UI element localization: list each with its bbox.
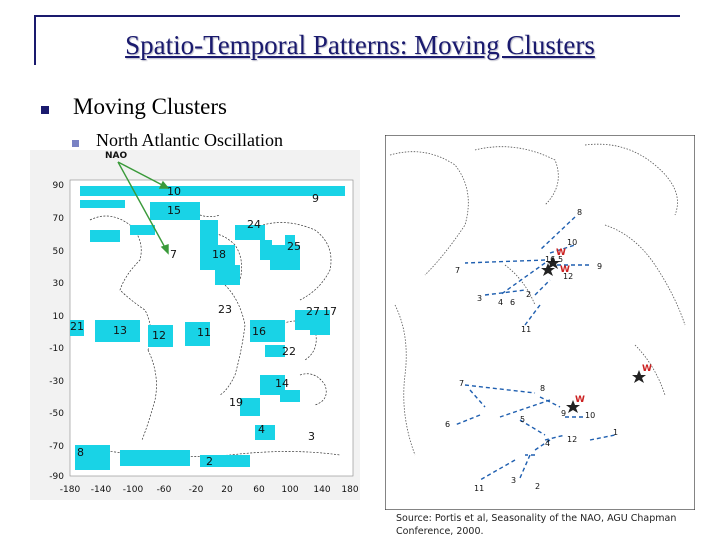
cluster-number-labels: 10 9 15 24 7 18 25 23 21 13 12 11 16 27 … <box>70 185 337 468</box>
svg-text:3: 3 <box>511 476 516 485</box>
svg-text:7: 7 <box>459 379 464 388</box>
svg-text:8: 8 <box>77 446 84 459</box>
svg-text:-100: -100 <box>123 485 144 495</box>
nao-label: NAO <box>105 151 127 161</box>
frame-top-line <box>34 15 680 17</box>
caption-line-2: Conference, 2000. <box>396 526 484 537</box>
lower-trajectory-labels: 7 8 5 9 10 6 4 12 1 3 2 11 <box>445 379 618 493</box>
svg-text:4: 4 <box>545 439 550 448</box>
svg-text:50: 50 <box>53 247 65 257</box>
svg-text:10: 10 <box>53 312 65 322</box>
svg-text:16: 16 <box>252 325 266 338</box>
svg-text:4: 4 <box>498 298 503 307</box>
svg-text:11: 11 <box>197 326 211 339</box>
svg-text:22: 22 <box>282 345 296 358</box>
svg-text:9: 9 <box>561 409 566 418</box>
svg-text:-90: -90 <box>49 472 64 482</box>
svg-text:-70: -70 <box>49 442 64 452</box>
svg-text:W: W <box>556 248 566 258</box>
svg-text:-180: -180 <box>60 485 81 495</box>
bullet-moving-clusters: Moving Clusters <box>73 94 227 119</box>
svg-text:25: 25 <box>287 240 301 253</box>
star-markers <box>541 256 646 413</box>
svg-text:140: 140 <box>313 485 330 495</box>
svg-text:100: 100 <box>281 485 298 495</box>
svg-text:18: 18 <box>212 248 226 261</box>
svg-text:27: 27 <box>306 305 320 318</box>
upper-trajectory-labels: 8 10 16 5 7 12 9 3 4 6 2 11 <box>455 208 602 334</box>
svg-text:11: 11 <box>521 325 531 334</box>
svg-text:2: 2 <box>206 455 213 468</box>
svg-text:8: 8 <box>540 384 545 393</box>
north-atlantic-trajectory-map: 8 10 16 5 7 12 9 3 4 6 2 11 W W W W 7 8 … <box>385 135 695 510</box>
svg-text:15: 15 <box>167 204 181 217</box>
svg-text:13: 13 <box>113 324 127 337</box>
svg-text:60: 60 <box>253 485 265 495</box>
svg-text:12: 12 <box>563 272 573 281</box>
svg-text:9: 9 <box>312 192 319 205</box>
svg-text:10: 10 <box>167 185 181 198</box>
svg-text:8: 8 <box>577 208 582 217</box>
svg-text:11: 11 <box>474 484 484 493</box>
svg-text:180: 180 <box>341 485 358 495</box>
svg-text:7: 7 <box>455 266 460 275</box>
svg-text:4: 4 <box>258 423 265 436</box>
svg-text:1: 1 <box>613 428 618 437</box>
svg-text:10: 10 <box>567 238 577 247</box>
frame-left-line <box>34 15 36 65</box>
svg-text:-10: -10 <box>49 344 64 354</box>
source-caption: Source: Portis et al, Seasonality of the… <box>396 512 696 538</box>
svg-text:17: 17 <box>323 305 337 318</box>
svg-text:24: 24 <box>247 218 261 231</box>
svg-text:2: 2 <box>526 290 531 299</box>
cluster-patches <box>70 186 345 470</box>
bullet-square-icon <box>41 106 49 114</box>
svg-text:6: 6 <box>510 298 515 307</box>
svg-text:21: 21 <box>70 320 84 333</box>
svg-text:70: 70 <box>53 214 65 224</box>
slide-title: Spatio-Temporal Patterns: Moving Cluster… <box>125 30 595 60</box>
svg-text:30: 30 <box>53 279 65 289</box>
svg-text:16: 16 <box>545 255 555 264</box>
svg-text:W: W <box>560 265 570 275</box>
svg-text:23: 23 <box>218 303 232 316</box>
y-axis-ticks: 90 70 50 30 10 -10 -30 -50 -70 -90 <box>49 181 64 482</box>
svg-text:-20: -20 <box>189 485 204 495</box>
svg-text:W: W <box>575 395 585 405</box>
svg-text:20: 20 <box>221 485 233 495</box>
w-markers: W W W W <box>556 248 652 405</box>
svg-text:2: 2 <box>535 482 540 491</box>
svg-text:10: 10 <box>585 411 595 420</box>
x-axis-ticks: -180 -140 -100 -60 -20 20 60 100 140 180 <box>60 485 359 495</box>
svg-text:7: 7 <box>170 248 177 261</box>
svg-text:3: 3 <box>308 430 315 443</box>
svg-text:-50: -50 <box>49 409 64 419</box>
svg-text:14: 14 <box>275 377 289 390</box>
svg-text:12: 12 <box>567 435 577 444</box>
svg-text:19: 19 <box>229 396 243 409</box>
svg-text:W: W <box>642 364 652 374</box>
svg-text:90: 90 <box>53 181 65 191</box>
svg-text:5: 5 <box>520 415 525 424</box>
world-cluster-map: NAO 10 9 15 24 7 18 25 23 21 13 12 11 16… <box>30 150 360 500</box>
svg-text:12: 12 <box>152 329 166 342</box>
svg-text:6: 6 <box>445 420 450 429</box>
bullet-north-atlantic-oscillation: North Atlantic Oscillation <box>96 130 283 150</box>
caption-line-1: Source: Portis et al, Seasonality of the… <box>396 513 677 524</box>
svg-text:-30: -30 <box>49 377 64 387</box>
sub-bullet-square-icon <box>72 140 79 147</box>
svg-text:5: 5 <box>558 255 563 264</box>
svg-text:-60: -60 <box>157 485 172 495</box>
svg-text:-140: -140 <box>91 485 112 495</box>
svg-text:3: 3 <box>477 294 482 303</box>
svg-text:9: 9 <box>597 262 602 271</box>
